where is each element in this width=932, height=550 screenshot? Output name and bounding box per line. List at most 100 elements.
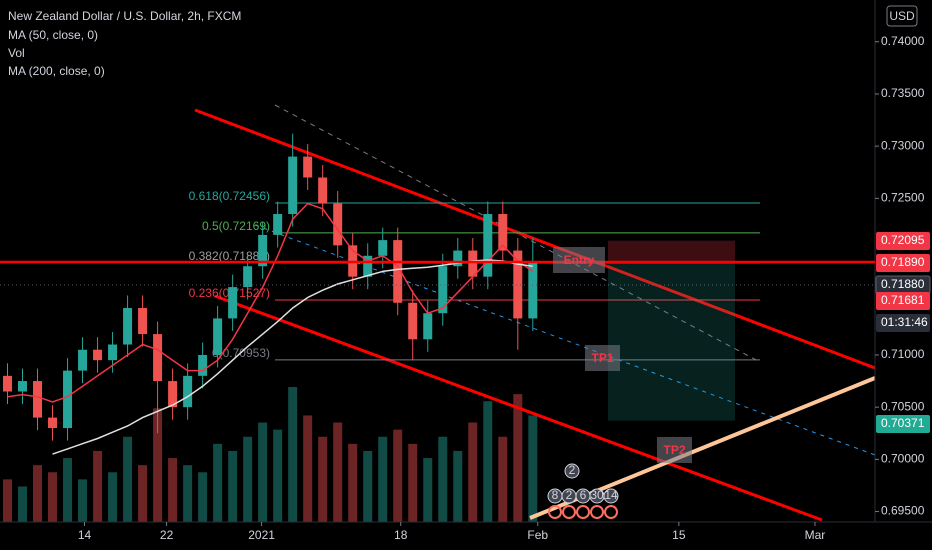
event-flag	[604, 505, 618, 519]
volume-bar	[498, 436, 508, 522]
event-flag	[548, 505, 562, 519]
countdown-badge	[876, 314, 930, 332]
candle-body	[168, 381, 178, 408]
volume-bar	[108, 472, 118, 522]
candle-body	[333, 203, 343, 246]
annotation-box	[585, 345, 620, 371]
volume-bar	[33, 465, 43, 522]
price-badge-label: 0.71880	[881, 277, 925, 291]
candle-body	[393, 240, 403, 303]
candle-body	[93, 349, 103, 361]
y-tick-label: 0.74000	[881, 34, 925, 48]
event-flag	[562, 505, 576, 519]
candle-body	[303, 156, 313, 178]
candle-body	[423, 313, 433, 340]
y-tick-label: 0.72500	[881, 191, 925, 205]
currency-box[interactable]	[886, 5, 918, 27]
candle-body	[48, 417, 58, 429]
volume-bar	[468, 422, 478, 522]
candle-body	[243, 266, 253, 288]
event-count: 14	[604, 488, 618, 502]
candle-body	[3, 375, 13, 392]
ma200-line	[52, 259, 533, 455]
x-tick-label: 14	[78, 528, 92, 542]
annotation: TP1	[591, 351, 613, 365]
candle-body	[528, 263, 538, 319]
event-bubble	[564, 463, 580, 479]
overlay: Entry TP1 TP2 28 2 6 30 14	[0, 247, 875, 519]
candle-body	[63, 370, 73, 429]
candle-body	[198, 354, 208, 376]
volume-bar	[408, 443, 418, 522]
price-badge	[876, 232, 930, 250]
x-tick-label: 22	[160, 528, 174, 542]
volume-bar	[528, 415, 538, 522]
volume-bar	[438, 436, 448, 522]
price-badge-label: 0.71890	[881, 255, 925, 269]
volume-bar	[138, 465, 148, 522]
candle-body	[138, 307, 148, 335]
price-badge-label: 0.72095	[881, 233, 925, 247]
chart-title: New Zealand Dollar / U.S. Dollar, 2h, FX…	[8, 9, 241, 23]
volume-bar	[393, 429, 403, 522]
price-layer	[3, 133, 538, 455]
volume-bar	[213, 443, 223, 522]
candle-body	[228, 287, 238, 319]
candle-body	[258, 234, 268, 267]
indicator: MA (200, close, 0)	[8, 64, 105, 78]
drawings: 0.618(0.72456) 0.5(0.72169) 0.382(0.71882)…	[189, 104, 876, 522]
candle-body	[78, 349, 88, 371]
annotation-box	[657, 437, 692, 463]
volume-bar	[168, 458, 178, 522]
price-badge	[876, 415, 930, 433]
event-count: 2	[566, 488, 573, 502]
channel-top	[194, 108, 876, 370]
volume-bar	[153, 408, 163, 522]
event-count: 30	[590, 488, 604, 502]
volume-bar	[333, 422, 343, 522]
annotation: TP2	[663, 443, 685, 457]
price-scale	[875, 0, 932, 550]
stop-zone	[608, 240, 735, 263]
volume-bar	[513, 394, 523, 522]
event-count: 6	[580, 488, 587, 502]
volume-bar	[288, 387, 298, 522]
candle-body	[123, 307, 133, 345]
candle-body	[438, 266, 448, 314]
volume-bar	[243, 436, 253, 522]
y-tick-label: 0.73000	[881, 138, 925, 152]
volume-bar	[453, 450, 463, 522]
volume-bar	[78, 479, 88, 522]
fib-label: 0.382(0.71882)	[189, 249, 270, 263]
target-zone	[608, 262, 735, 421]
volume-bar	[183, 465, 193, 522]
y-tick-label: 0.70500	[881, 399, 925, 413]
volume-bar	[273, 429, 283, 522]
currency[interactable]: USD	[889, 9, 915, 23]
candle-body	[153, 334, 163, 382]
volume-bar	[363, 450, 373, 522]
candle-body	[183, 375, 193, 408]
candle-body	[378, 240, 388, 256]
x-tick-label: 15	[672, 528, 686, 542]
price-badge-label: 0.70371	[881, 416, 925, 430]
y-tick-label: 0.69500	[881, 504, 925, 518]
y-tick-label: 0.70000	[881, 452, 925, 466]
candle-body	[498, 214, 508, 251]
countdown: 01:31:46	[881, 315, 928, 329]
volume-bar	[348, 443, 358, 522]
indicator: MA (50, close, 0)	[8, 28, 98, 42]
volume-bar	[483, 401, 493, 522]
candle-body	[288, 156, 298, 215]
price-badge	[876, 254, 930, 272]
candle-body	[33, 381, 43, 418]
candle-body	[513, 250, 523, 319]
volume-bar	[423, 458, 433, 522]
volume-bar	[318, 436, 328, 522]
candle-body	[108, 344, 118, 361]
fib-label: 0.618(0.72456)	[189, 189, 270, 203]
candle-body	[18, 381, 28, 392]
